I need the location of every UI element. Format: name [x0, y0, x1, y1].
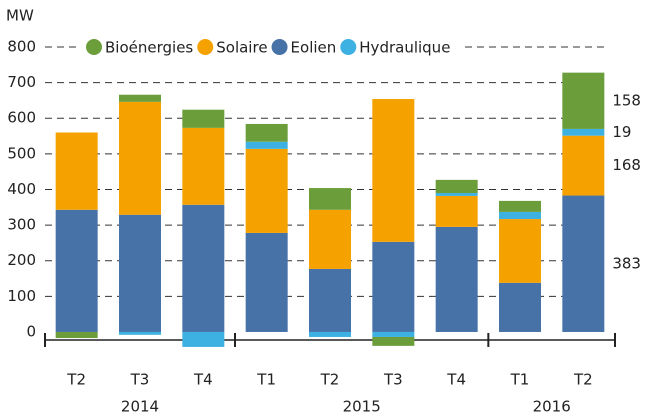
y-tick-label: 300: [7, 216, 36, 234]
legend-label: Solaire: [216, 39, 267, 57]
x-tick-label: T4: [446, 371, 466, 389]
bar-segment: [119, 101, 161, 215]
x-tick-label: T1: [256, 371, 276, 389]
y-tick-label: 600: [7, 109, 36, 127]
y-tick-label: 800: [7, 38, 36, 56]
legend-background: [80, 35, 461, 59]
bar-segment: [562, 135, 605, 196]
x-tick-label: T3: [130, 371, 150, 389]
bar-segment: [245, 123, 288, 142]
bar-segment: [245, 141, 288, 149]
bar-segment: [372, 336, 415, 346]
legend-label: Bioénergies: [105, 39, 193, 57]
bar-segment: [372, 99, 415, 242]
group-label: 2014: [121, 398, 159, 416]
data-label: 158: [612, 91, 641, 109]
bar-segment: [435, 179, 478, 194]
bar-segment: [435, 226, 478, 332]
bar-segment: [499, 200, 541, 212]
bar-segment: [182, 331, 225, 347]
y-tick-label: 0: [26, 322, 36, 340]
y-axis-label: MW: [6, 7, 34, 25]
x-tick-label: T4: [193, 371, 213, 389]
bar-segment: [309, 268, 351, 332]
bar-segment: [245, 148, 288, 233]
x-tick-label: T2: [66, 371, 86, 389]
bar-segment: [309, 209, 351, 269]
bar-segment: [372, 331, 415, 337]
data-label: 168: [612, 156, 641, 174]
bar-segment: [435, 193, 478, 196]
x-tick-label: T1: [510, 371, 530, 389]
x-tick-label: T2: [320, 371, 340, 389]
group-label: 2015: [343, 398, 381, 416]
bar-segment: [182, 127, 225, 205]
bar-segment: [309, 331, 351, 337]
bar-segment: [372, 241, 415, 332]
legend-marker: [271, 39, 288, 55]
data-label: 19: [612, 123, 631, 141]
data-label: 383: [612, 254, 641, 272]
legend-marker: [86, 39, 102, 55]
bar-segment: [119, 331, 161, 335]
legend-label: Hydraulique: [359, 39, 450, 57]
bar-segment: [55, 132, 98, 210]
bar-segment: [309, 188, 351, 210]
bar-segment: [55, 331, 98, 339]
legend-marker: [197, 39, 214, 55]
group-label: 2016: [533, 398, 571, 416]
bar-segment: [182, 109, 225, 128]
bar-segment: [435, 195, 478, 227]
y-tick-label: 200: [7, 251, 36, 269]
legend-label: Eolien: [291, 39, 337, 57]
y-tick-label: 700: [7, 73, 36, 91]
y-tick-label: 500: [7, 144, 36, 162]
legend-marker: [340, 39, 357, 55]
bar-segment: [182, 204, 225, 332]
bar-segment: [55, 209, 98, 332]
bar-segment: [562, 72, 605, 129]
bar-segment: [499, 211, 541, 220]
bar-segment: [499, 282, 541, 332]
x-tick-label: T3: [383, 371, 403, 389]
y-tick-label: 100: [7, 287, 36, 305]
x-tick-label: T2: [573, 371, 593, 389]
y-tick-label: 400: [7, 180, 36, 198]
bar-segment: [499, 219, 541, 283]
bar-segment: [562, 195, 605, 332]
bar-segment: [119, 214, 161, 332]
bar-segment: [245, 232, 288, 332]
bar-segment: [119, 94, 161, 102]
bar-segment: [562, 128, 605, 136]
